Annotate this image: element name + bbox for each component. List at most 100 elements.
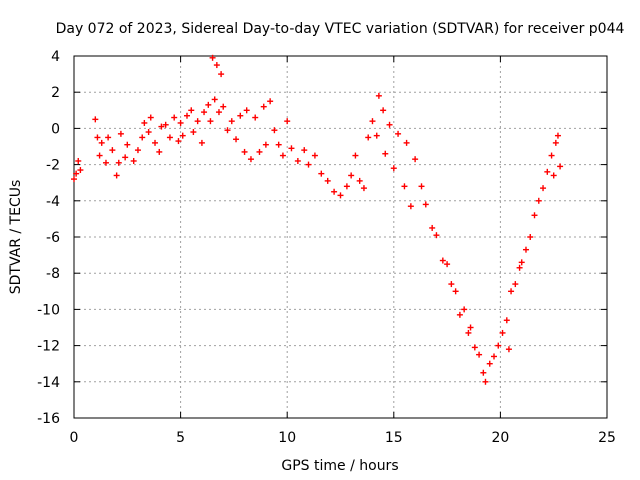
data-point (324, 177, 331, 184)
data-point (228, 118, 235, 125)
data-point (177, 119, 184, 126)
data-point (461, 306, 468, 313)
y-tick-label: -10 (37, 302, 60, 318)
data-point (386, 121, 393, 128)
data-point (465, 329, 472, 336)
y-tick-label: -16 (37, 411, 60, 427)
data-point (183, 112, 190, 119)
data-point (267, 98, 274, 105)
data-point (503, 317, 510, 324)
data-point (130, 157, 137, 164)
data-point (260, 103, 267, 110)
data-point (294, 157, 301, 164)
data-point (356, 177, 363, 184)
x-tick-label: 25 (598, 430, 616, 446)
data-point (147, 114, 154, 121)
data-point (218, 71, 225, 78)
data-point (207, 118, 214, 125)
data-point (247, 156, 254, 163)
data-point (508, 288, 515, 295)
data-point (271, 127, 278, 134)
y-tick-label: -2 (46, 158, 60, 174)
data-point (337, 192, 344, 199)
x-tick-label: 10 (278, 430, 296, 446)
data-point (305, 161, 312, 168)
y-tick-label: 4 (51, 49, 60, 65)
data-point (105, 134, 112, 141)
data-point (554, 132, 561, 139)
data-point (209, 54, 216, 61)
data-point (124, 141, 131, 148)
data-point (243, 107, 250, 114)
data-point (220, 103, 227, 110)
data-point (369, 118, 376, 125)
data-point (550, 172, 557, 179)
data-point (401, 183, 408, 190)
data-point (518, 259, 525, 266)
data-point (115, 159, 122, 166)
chart-title: Day 072 of 2023, Sidereal Day-to-day VTE… (56, 21, 625, 37)
data-point (98, 139, 105, 146)
data-point (252, 114, 259, 121)
data-point (491, 353, 498, 360)
data-point (552, 139, 559, 146)
data-point (71, 176, 77, 183)
data-point (429, 224, 436, 231)
data-point (211, 96, 218, 103)
data-point (499, 329, 506, 336)
data-point (162, 121, 169, 128)
data-point (471, 344, 478, 351)
data-point (467, 324, 474, 331)
data-point (548, 152, 555, 159)
data-point (145, 129, 152, 136)
y-tick-label: -4 (46, 194, 60, 210)
x-tick-labels: 0 5 10 15 20 25 (70, 430, 616, 446)
data-point (365, 134, 372, 141)
data-point (343, 183, 350, 190)
data-point (158, 123, 165, 130)
data-point (531, 212, 538, 219)
data-point (194, 118, 201, 125)
data-point (407, 203, 414, 210)
y-tick-labels: 4 2 0 -2 -4 -6 -8 -10 -12 -14 -16 (37, 49, 60, 427)
data-point (134, 147, 141, 154)
data-series (71, 54, 564, 385)
data-point (117, 130, 124, 137)
data-point (77, 167, 84, 174)
data-point (256, 148, 263, 155)
data-point (233, 136, 240, 143)
data-point (113, 172, 120, 179)
data-point (412, 156, 419, 163)
data-point (311, 152, 318, 159)
data-point (213, 62, 220, 69)
data-point (122, 154, 129, 161)
data-point (318, 170, 325, 177)
axis-ticks (73, 55, 608, 419)
data-point (516, 264, 523, 271)
data-point (348, 172, 355, 179)
data-point (418, 183, 425, 190)
data-point (505, 346, 512, 353)
data-point (512, 281, 519, 288)
x-axis-title: GPS time / hours (281, 458, 398, 474)
x-tick-label: 5 (176, 430, 185, 446)
data-point (96, 152, 103, 159)
data-point (480, 369, 487, 376)
data-point (522, 246, 529, 253)
y-tick-label: 0 (51, 121, 60, 137)
data-point (179, 132, 186, 139)
data-point (382, 150, 389, 157)
data-point (141, 119, 148, 126)
data-point (535, 197, 542, 204)
data-point (352, 152, 359, 159)
data-point (540, 185, 547, 192)
data-point (224, 127, 231, 134)
data-point (152, 139, 159, 146)
data-point (284, 118, 291, 125)
x-tick-label: 15 (385, 430, 403, 446)
data-point (544, 168, 551, 175)
data-point (448, 281, 455, 288)
data-point (198, 139, 205, 146)
data-point (215, 109, 222, 116)
